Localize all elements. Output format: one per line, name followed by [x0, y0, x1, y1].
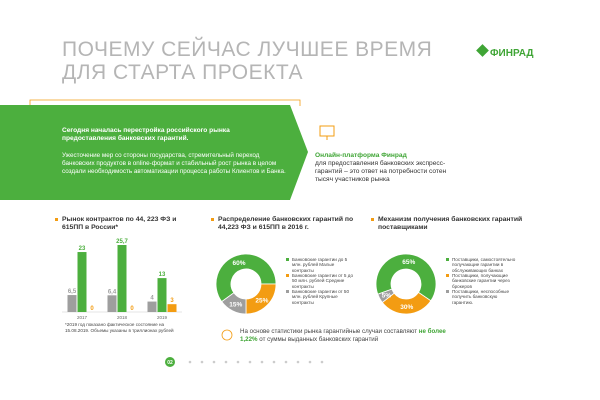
data-label: 6,4	[108, 289, 117, 295]
slice	[215, 253, 277, 303]
pager-dot	[200, 360, 204, 364]
footnote: *2019 год показано фактическое состояние…	[65, 322, 174, 333]
platform-name: Онлайн-платформа Финрад	[315, 152, 407, 159]
pager-dot	[260, 360, 264, 364]
chart-title: Распределение банковских гарантий по 44,…	[218, 216, 354, 231]
slice-label: 30%	[400, 304, 413, 311]
chart-title: Рынок контрактов по 44, 223 ФЗ и 615ПП в…	[62, 216, 177, 231]
pager-dot	[272, 360, 276, 364]
legend-swatch	[446, 274, 449, 277]
platform: Онлайн-платформа Финрад для предоставлени…	[315, 152, 465, 184]
slice-label: 65%	[402, 259, 415, 266]
banner	[0, 105, 308, 200]
data-label: 13	[159, 272, 166, 278]
legend-swatch	[286, 290, 289, 293]
bar	[147, 301, 157, 312]
bar	[157, 278, 167, 312]
platform-text: для предоставления банковских экспресс-г…	[315, 160, 447, 183]
legend-label: Банковские гарантии до 5 млн. рублей Мал…	[292, 257, 348, 273]
data-label: 6,5	[68, 289, 77, 295]
legend-label: Банковские гарантии от 5 до 50 млн. рубл…	[292, 273, 354, 289]
banner-text: Ужесточение мер со стороны государства, …	[62, 152, 286, 175]
bullet	[371, 218, 374, 221]
x-tick-label: 2017	[77, 315, 88, 320]
pager-dot	[284, 360, 288, 364]
pager-dot	[308, 360, 312, 364]
slice-label: 60%	[233, 260, 246, 267]
bar	[167, 304, 177, 312]
data-label: 3	[170, 298, 174, 304]
note-icon	[221, 329, 233, 341]
legend-swatch	[446, 258, 449, 261]
bar	[117, 245, 127, 312]
logo: ФИНРАД	[490, 48, 534, 59]
data-label: 0	[130, 306, 134, 312]
bullet	[55, 218, 58, 221]
monitor-icon	[319, 125, 335, 137]
pager-dot	[296, 360, 300, 364]
chart-title: Механизм получения банковских гарантий п…	[378, 216, 523, 231]
pager-dot	[320, 360, 324, 364]
legend-label: Поставщики, неспособные получить банковс…	[452, 289, 510, 305]
legend-label: Поставщики, самостоятельно получающие га…	[452, 257, 516, 273]
bar	[107, 295, 117, 312]
legend-swatch	[446, 290, 449, 293]
bar	[77, 252, 87, 312]
x-tick-label: 2019	[157, 315, 168, 320]
pager-dot	[236, 360, 240, 364]
pager-dot	[224, 360, 228, 364]
logo-icon	[476, 44, 489, 57]
legend-swatch	[286, 274, 289, 277]
pager-dot	[212, 360, 216, 364]
legend-swatch	[286, 258, 289, 261]
data-label: 0	[90, 306, 94, 312]
data-label: 25,7	[116, 239, 128, 245]
pager-current	[165, 357, 175, 367]
pager: 02	[165, 357, 324, 367]
data-label: 23	[79, 246, 86, 252]
note-text: На основе статистики рынка гарантийные с…	[240, 328, 418, 335]
pager-dot	[188, 360, 192, 364]
legend-label: Поставщики, получающие банковские гарант…	[452, 273, 510, 289]
slice	[377, 288, 395, 304]
legend-label: Банковские гарантии от 50 млн. рублей Кр…	[292, 289, 350, 305]
note-highlight: не более 1,22%	[240, 328, 446, 343]
slice-label: 15%	[229, 302, 242, 309]
note-text: от суммы выданных банковских гарантий	[259, 336, 379, 343]
bullet	[211, 218, 214, 221]
page-number: 02	[167, 360, 173, 366]
data-label: 4	[150, 296, 154, 302]
slice-label: 5%	[382, 292, 392, 299]
banner-heading: Сегодня началась перестройка российского…	[62, 127, 230, 142]
title: ПОЧЕМУ СЕЙЧАС ЛУЧШЕЕ ВРЕМЯ ДЛЯ СТАРТА ПР…	[62, 38, 433, 84]
bar	[67, 295, 77, 312]
pager-dot	[248, 360, 252, 364]
slice	[221, 292, 247, 315]
x-tick-label: 2018	[117, 315, 128, 320]
note: На основе статистики рынка гарантийные с…	[240, 328, 460, 344]
slice-label: 25%	[255, 297, 268, 304]
